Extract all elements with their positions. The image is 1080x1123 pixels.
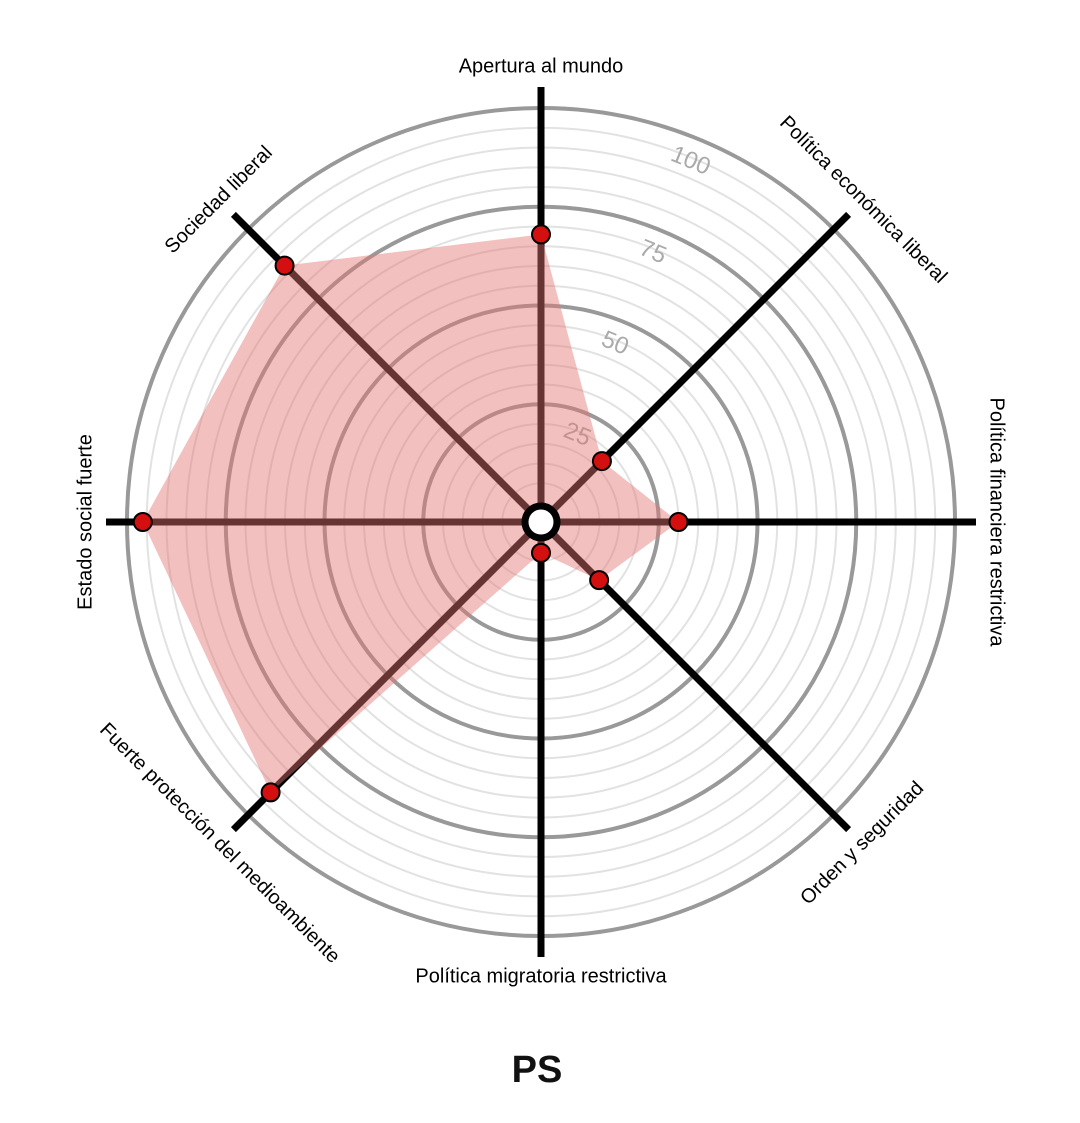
data-point [531,224,551,245]
axis-label: Política migratoria restrictiva [415,965,667,987]
axis-line [538,211,852,525]
chart-title: PS [512,1049,563,1091]
axis-label: Estado social fuerte [74,434,96,610]
axis-label: Apertura al mundo [459,55,624,77]
data-point [668,512,689,532]
data-point [589,570,610,591]
data-area [142,234,679,793]
axis-label: Política financiera restrictiva [986,398,1008,648]
data-point [531,542,551,563]
r-tick-label: 100 [667,140,714,180]
data-point [274,255,295,276]
data-point [591,451,612,472]
data-point [260,782,281,803]
data-point [132,512,153,532]
axis-line [230,519,544,833]
center [521,502,561,542]
